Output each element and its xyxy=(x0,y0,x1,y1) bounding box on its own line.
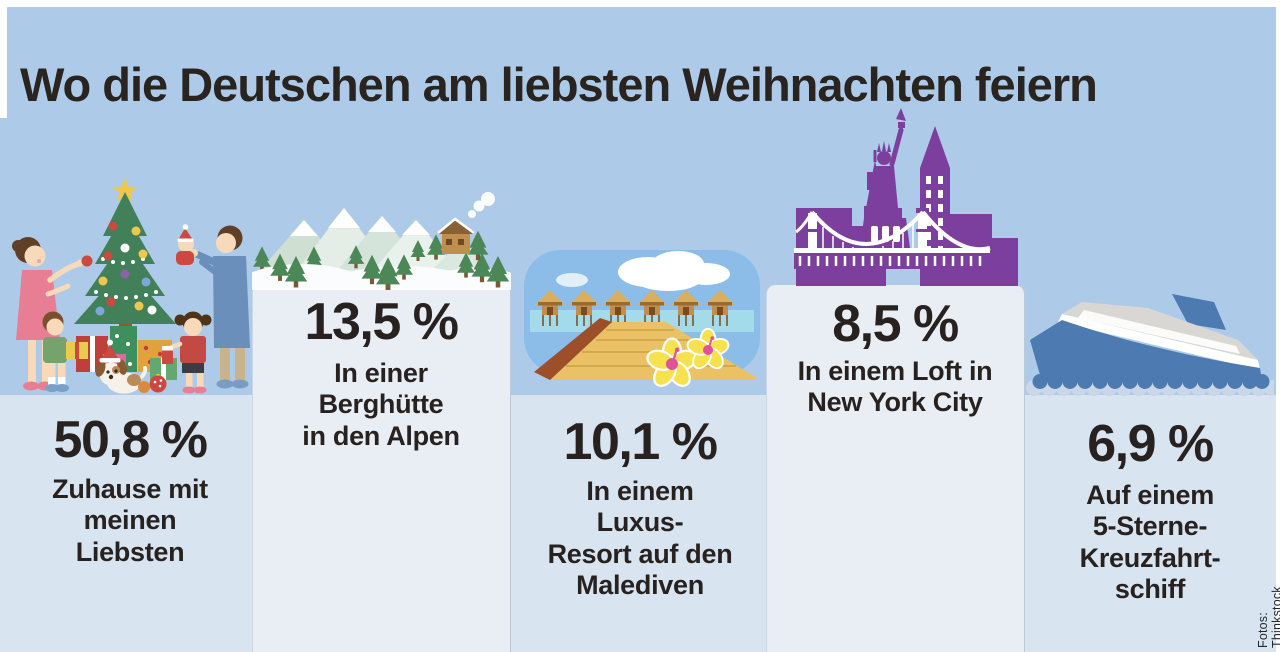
page-title: Wo die Deutschen am liebsten Weihnachten… xyxy=(20,58,1098,112)
stat-label-cruise: Auf einem 5-Sterne- Kreuzfahrt- schiff xyxy=(1079,480,1221,604)
stat-percent-alps: 13,5 % xyxy=(304,293,459,351)
stat-percent-cruise: 6,9 % xyxy=(1087,415,1214,473)
stat-label-alps: In einer Berghütte in den Alpen xyxy=(302,358,460,451)
stat-card-nyc xyxy=(766,285,1025,652)
frame-border-right xyxy=(1276,0,1280,652)
stat-label-maldives: In einem Luxus- Resort auf den Malediven xyxy=(547,476,733,600)
cruise-ship-icon xyxy=(1026,294,1274,396)
maldives-resort-icon xyxy=(524,250,760,392)
stat-percent-home: 50,8 % xyxy=(53,411,208,469)
new-york-skyline-icon xyxy=(794,108,1018,286)
frame-border-top xyxy=(0,0,1280,7)
frame-border-left xyxy=(0,0,7,118)
background-bottom xyxy=(0,395,1276,652)
stat-percent-new-york: 8,5 % xyxy=(832,295,959,353)
stat-label-home: Zuhause mit meinen Liebsten xyxy=(52,474,208,567)
stat-label-new-york: In einem Loft in New York City xyxy=(797,356,993,418)
family-christmas-tree-icon xyxy=(12,178,250,394)
photo-credit: Fotos: Thinkstock xyxy=(1256,586,1280,648)
stat-percent-maldives: 10,1 % xyxy=(563,413,718,471)
stat-card-alps xyxy=(252,283,511,652)
alps-mountain-hut-icon xyxy=(252,192,511,290)
